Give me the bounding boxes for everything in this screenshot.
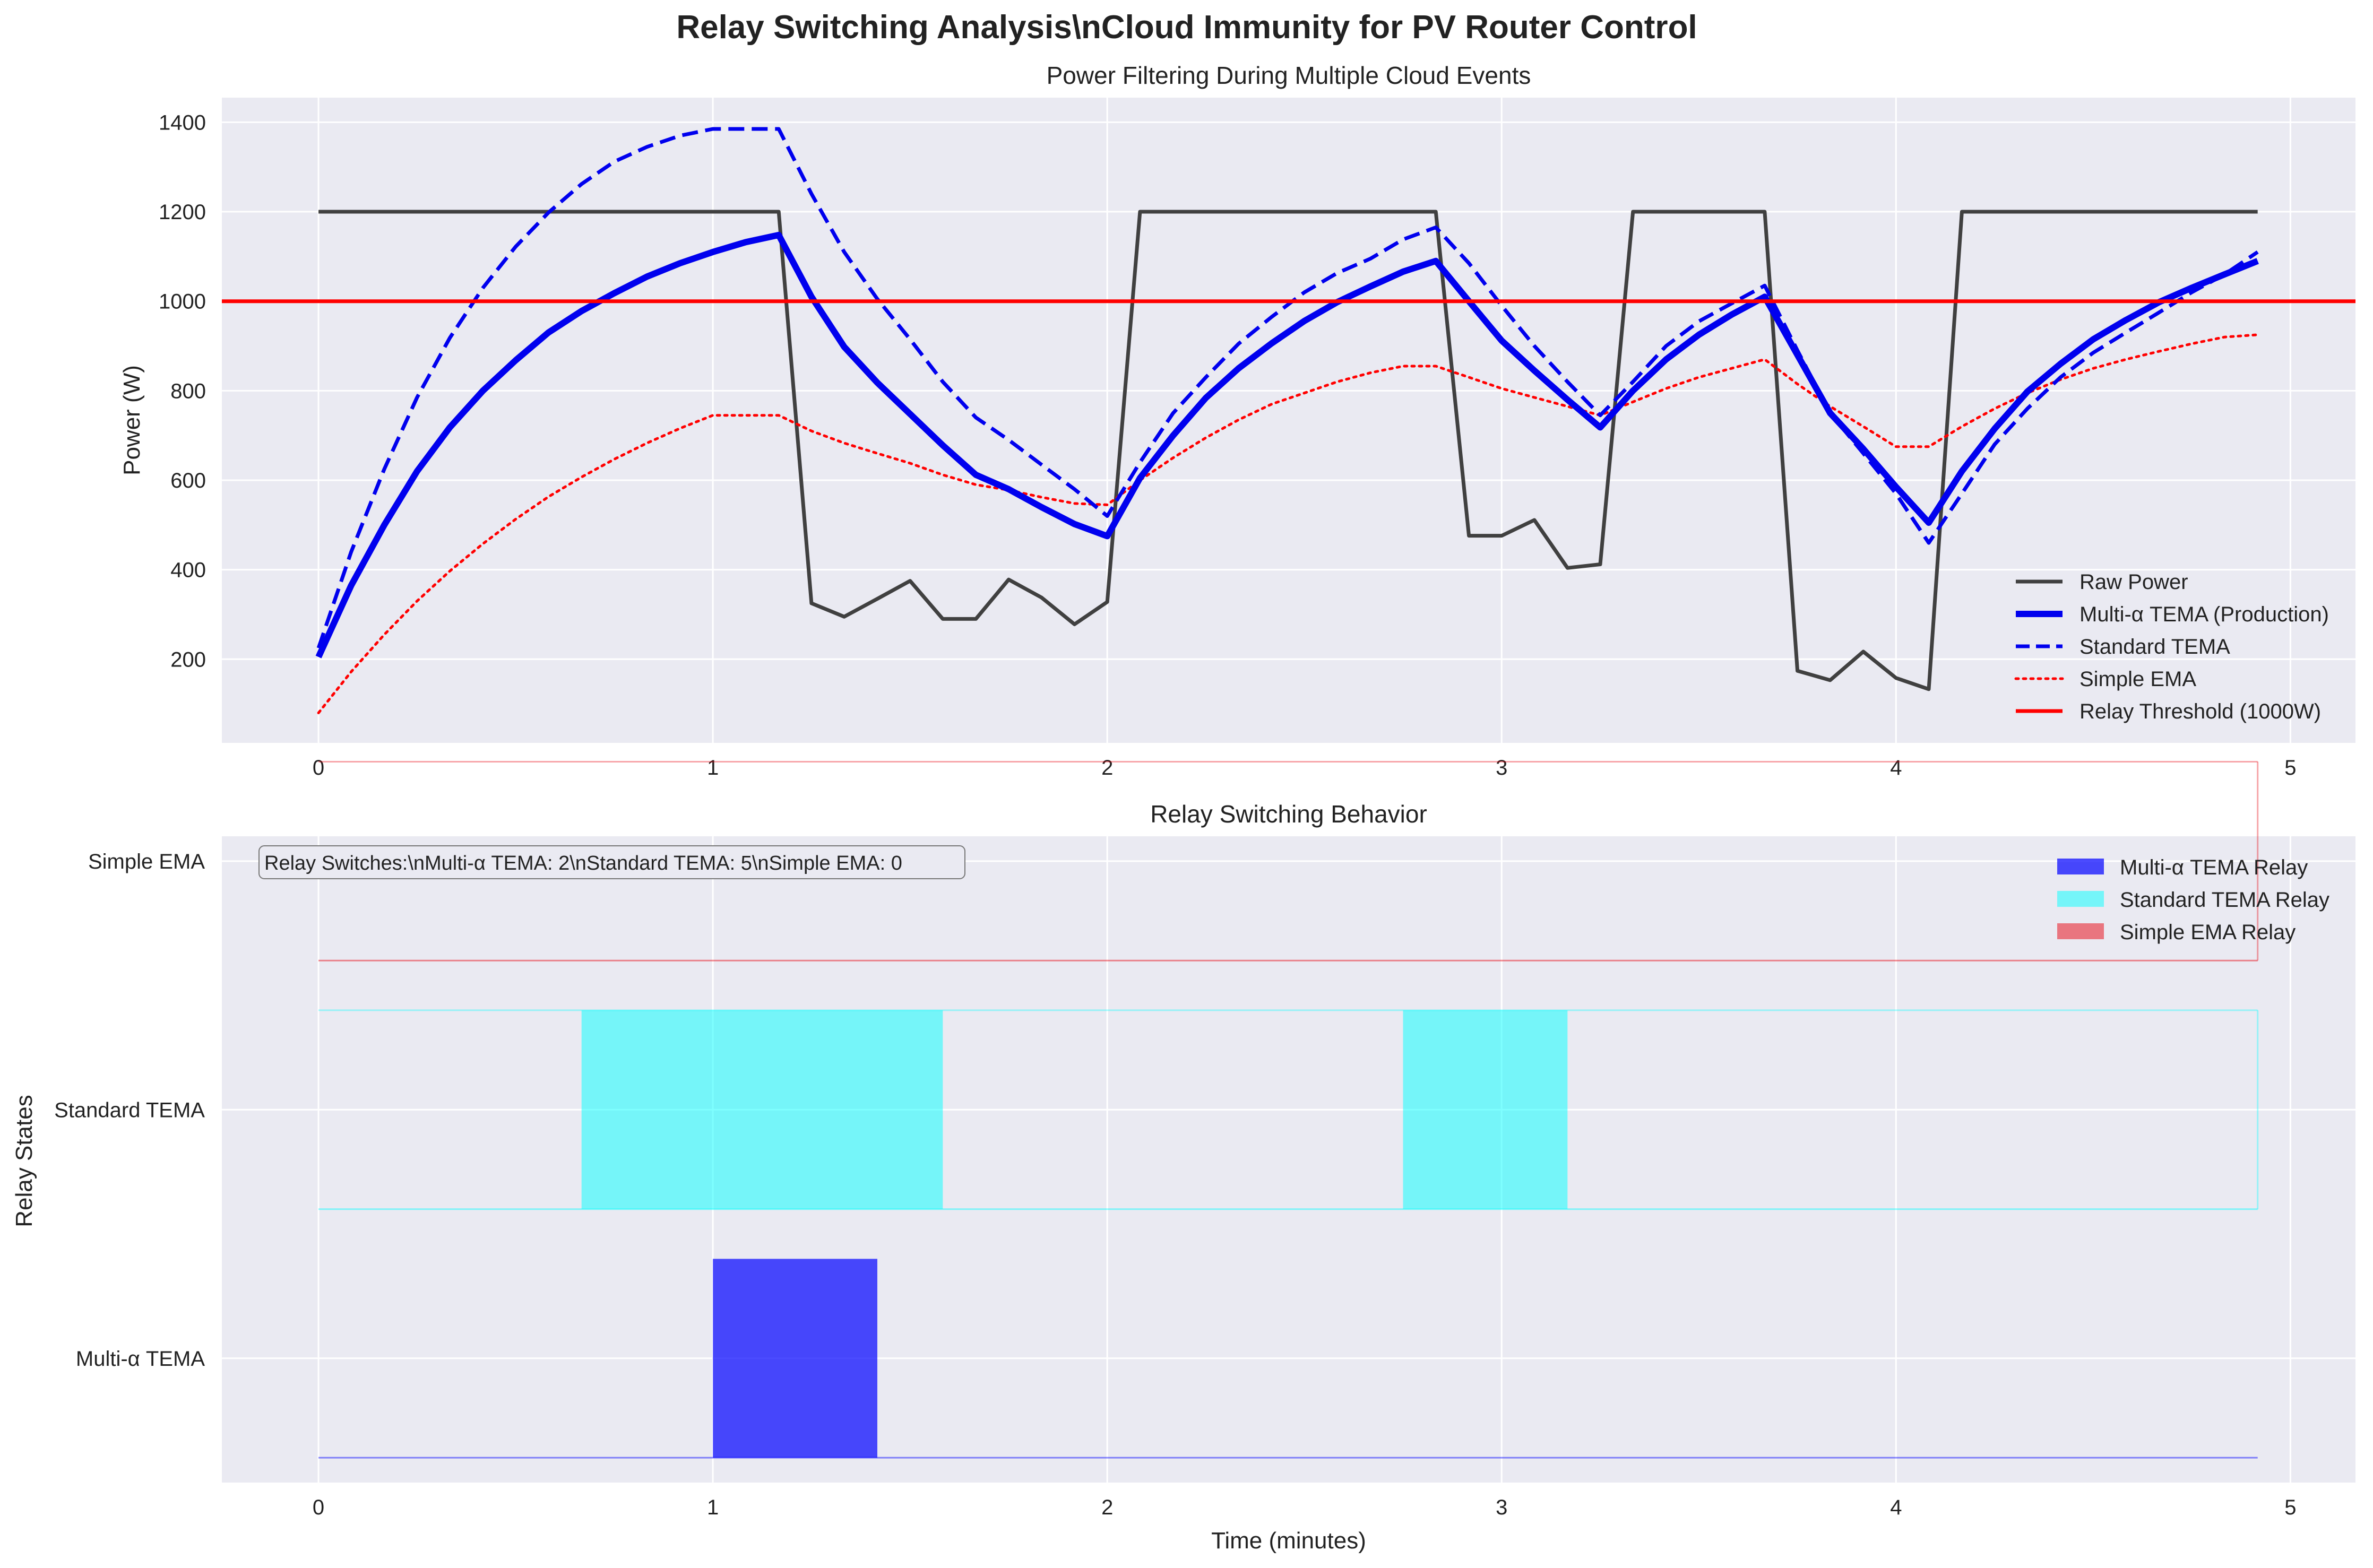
standard-tema-relay-on-interval bbox=[1403, 1010, 1568, 1209]
top-y-tick-label: 1200 bbox=[159, 201, 206, 224]
relay-state-areas bbox=[318, 760, 2259, 1459]
top-y-axis-label: Power (W) bbox=[119, 365, 145, 475]
top-y-tick-label: 200 bbox=[170, 648, 206, 671]
bottom-x-tick-label: 2 bbox=[1101, 1496, 1113, 1519]
bottom-legend-label: Multi-α TEMA Relay bbox=[2120, 856, 2308, 879]
top-y-tick-label: 800 bbox=[170, 379, 206, 403]
bottom-chart-title: Relay Switching Behavior bbox=[1150, 800, 1427, 828]
series-line-raw-power bbox=[318, 210, 2258, 691]
bottom-y-axis-label: Relay States bbox=[11, 1095, 37, 1227]
bottom-legend-label: Standard TEMA Relay bbox=[2120, 888, 2329, 912]
bottom-y-tick-labels: Multi-α TEMA Standard TEMA Simple EMA bbox=[54, 850, 205, 1371]
bottom-x-axis-label: Time (minutes) bbox=[1211, 1528, 1366, 1554]
relay-switch-count-box: Relay Switches:\nMulti-α TEMA: 2\nStanda… bbox=[258, 845, 965, 879]
top-legend-label: Raw Power bbox=[2079, 570, 2188, 594]
top-x-tick-label: 5 bbox=[2284, 756, 2296, 779]
top-x-tick-label: 2 bbox=[1101, 756, 1113, 779]
bottom-y-tick-label: Simple EMA bbox=[88, 850, 205, 873]
standard-tema-relay-on-interval bbox=[581, 1010, 943, 1209]
bottom-plot-area bbox=[222, 836, 2355, 1483]
top-chart-title: Power Filtering During Multiple Cloud Ev… bbox=[1047, 62, 1531, 89]
bottom-x-tick-label: 5 bbox=[2284, 1496, 2296, 1519]
relay-switch-count-annotation: Relay Switches:\nMulti-α TEMA: 2\nStanda… bbox=[264, 852, 902, 874]
series-line-multi-tema-production bbox=[315, 231, 2259, 659]
bottom-y-tick-label: Multi-α TEMA bbox=[76, 1347, 205, 1371]
bottom-x-tick-label: 1 bbox=[707, 1496, 719, 1519]
top-plot-area bbox=[222, 98, 2355, 743]
annotation-box bbox=[258, 845, 965, 879]
top-legend-label: Standard TEMA bbox=[2079, 635, 2230, 659]
top-x-tick-label: 0 bbox=[313, 756, 324, 779]
relay-switching-chart: Relay Switching Behavior Relay States Ti… bbox=[11, 760, 2355, 1554]
top-y-tick-label: 1000 bbox=[159, 290, 206, 314]
top-legend: Raw Power Multi-α TEMA (Production) Standa… bbox=[2014, 570, 2329, 723]
bottom-x-tick-labels: 0 1 2 3 4 5 bbox=[313, 1496, 2297, 1519]
top-legend-label: Multi-α TEMA (Production) bbox=[2079, 603, 2329, 626]
bottom-x-tick-label: 4 bbox=[1890, 1496, 1902, 1519]
top-legend-label: Relay Threshold (1000W) bbox=[2079, 700, 2321, 723]
bottom-legend-swatch bbox=[2057, 859, 2104, 874]
top-x-tick-labels: 0 1 2 3 4 5 bbox=[313, 756, 2297, 779]
top-x-tick-label: 4 bbox=[1890, 756, 1902, 779]
top-legend-label: Simple EMA bbox=[2079, 668, 2196, 691]
top-y-tick-label: 600 bbox=[170, 469, 206, 492]
bottom-x-tick-label: 0 bbox=[313, 1496, 324, 1519]
power-filtering-chart: Power Filtering During Multiple Cloud Ev… bbox=[119, 62, 2355, 779]
top-series-lines bbox=[222, 127, 2355, 714]
bottom-y-tick-label: Standard TEMA bbox=[54, 1098, 205, 1122]
series-line-standard-tema bbox=[316, 127, 2259, 649]
top-y-tick-label: 1400 bbox=[159, 111, 206, 134]
bottom-x-tick-label: 3 bbox=[1496, 1496, 1507, 1519]
top-x-tick-label: 1 bbox=[707, 756, 719, 779]
series-line-simple-ema bbox=[317, 333, 2259, 714]
top-x-tick-label: 3 bbox=[1496, 756, 1507, 779]
bottom-legend-swatch bbox=[2057, 923, 2104, 939]
bottom-legend-label: Simple EMA Relay bbox=[2120, 921, 2296, 944]
figure-suptitle: Relay Switching Analysis\nCloud Immunity… bbox=[676, 9, 1697, 46]
bottom-legend: Multi-α TEMA Relay Standard TEMA Relay Sim… bbox=[2057, 856, 2329, 944]
bottom-legend-swatch bbox=[2057, 891, 2104, 907]
top-y-tick-label: 400 bbox=[170, 559, 206, 582]
multi-tema-relay-on-interval bbox=[713, 1259, 877, 1458]
top-y-tick-labels: 200 400 600 800 1000 1200 1400 bbox=[159, 111, 206, 671]
